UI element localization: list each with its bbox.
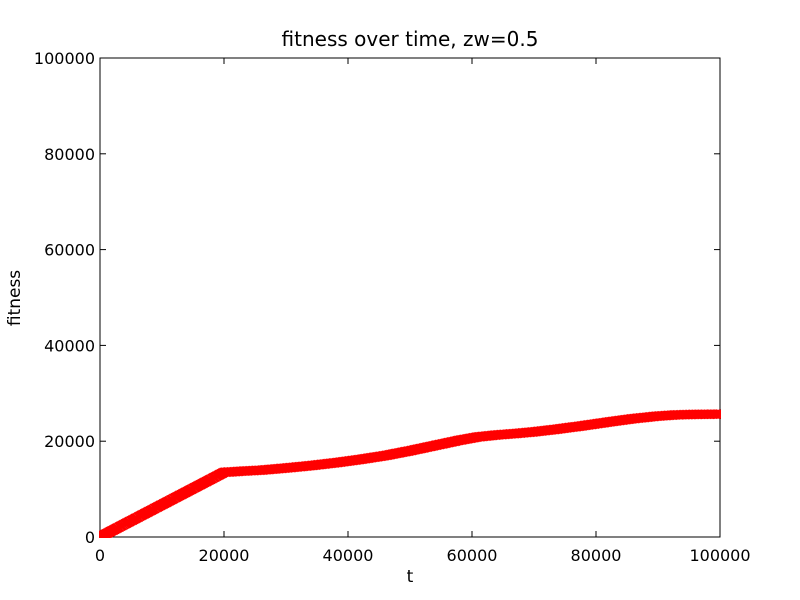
y-tick-label: 80000 — [44, 145, 95, 164]
y-tick-label: 100000 — [34, 49, 95, 68]
fitness-series — [99, 409, 721, 538]
y-tick-label: 40000 — [44, 336, 95, 355]
x-tick-label: 80000 — [571, 546, 622, 565]
y-tick-label: 0 — [85, 528, 95, 547]
x-tick-label: 60000 — [447, 546, 498, 565]
plot-area — [99, 57, 721, 538]
x-tick-label: 100000 — [689, 546, 750, 565]
x-tick-label: 0 — [95, 546, 105, 565]
x-axis-label: t — [407, 567, 414, 587]
y-tick-label: 60000 — [44, 241, 95, 260]
y-axis-label: fitness — [5, 270, 25, 326]
chart-title: fitness over time, zw=0.5 — [282, 27, 539, 51]
x-tick-label: 40000 — [323, 546, 374, 565]
x-tick-label: 20000 — [199, 546, 250, 565]
y-tick-label: 20000 — [44, 432, 95, 451]
series-x-markers — [99, 409, 721, 538]
axis-tick-labels: 0 20000 40000 60000 80000 100000 0 20000 40000 60… — [34, 49, 751, 565]
